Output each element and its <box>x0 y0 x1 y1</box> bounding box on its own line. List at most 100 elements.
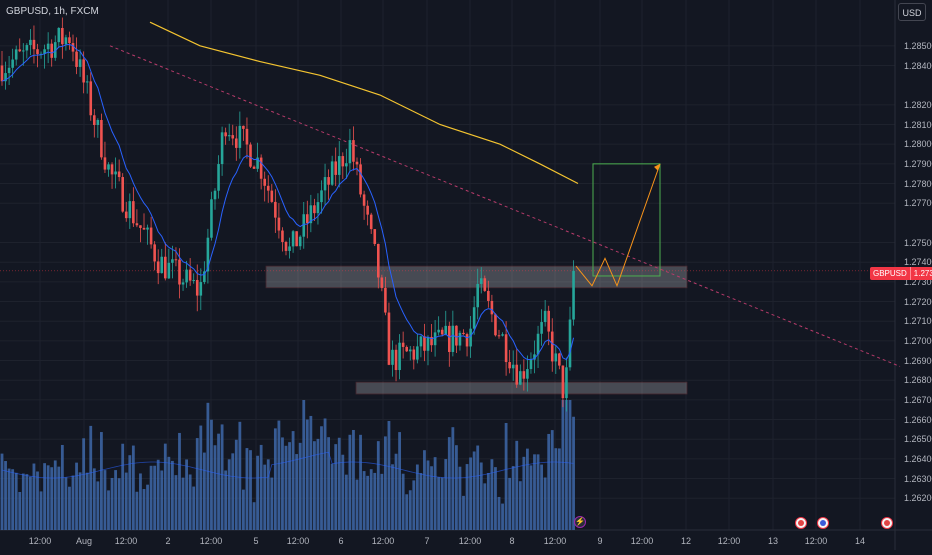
us-flag-icon[interactable] <box>817 517 829 529</box>
volume-bar <box>465 464 469 530</box>
volume-bar <box>110 477 114 530</box>
volume-bar <box>483 483 487 530</box>
candle-body <box>291 231 295 247</box>
candle-body <box>394 349 398 371</box>
volume-bar <box>206 402 210 530</box>
time-tick-label: 12:00 <box>458 536 482 546</box>
candle-body <box>93 115 96 125</box>
candle-body <box>78 59 82 67</box>
price-tick-label: 1.27400 <box>904 257 932 268</box>
volume-bar <box>291 431 295 530</box>
volume-bar <box>32 463 36 530</box>
volume-bar <box>29 476 32 530</box>
volume-bar <box>213 445 217 530</box>
candle-body <box>238 125 242 148</box>
volume-bar <box>536 454 540 530</box>
time-tick-label: 12:00 <box>371 536 395 546</box>
price-tick-label: 1.27300 <box>904 276 932 287</box>
candle-body <box>153 244 156 262</box>
candle-body <box>4 73 7 82</box>
volume-bar <box>387 420 391 530</box>
volume-bar <box>547 433 551 530</box>
volume-bar <box>266 459 270 530</box>
symbol-title[interactable]: GBPUSD, 1h, FXCM <box>6 6 99 17</box>
volume-bar <box>384 436 387 530</box>
candle-body <box>536 333 540 355</box>
volume-bar <box>426 460 430 530</box>
target-box <box>592 163 661 277</box>
candle-body <box>50 43 53 58</box>
volume-bar <box>107 490 110 530</box>
volume-bar <box>281 437 284 530</box>
volume-bar <box>405 494 409 530</box>
candle-body <box>504 334 508 363</box>
projection-arrowhead <box>654 163 660 171</box>
currency-button[interactable]: USD <box>898 3 926 21</box>
volume-bar <box>501 503 504 530</box>
candle-body <box>85 81 89 83</box>
candle-body <box>398 342 401 371</box>
volume-bar <box>543 477 547 530</box>
volume-bar <box>160 470 164 530</box>
candle-body <box>132 201 135 224</box>
volume-bar <box>327 437 330 530</box>
volume-bar <box>288 442 291 530</box>
price-tick-label: 1.27500 <box>904 237 932 248</box>
volume-bar <box>494 467 497 530</box>
time-tick-label: Aug <box>75 536 93 546</box>
volume-bar <box>114 470 117 530</box>
uk-flag-icon[interactable] <box>881 517 893 529</box>
volume-bar <box>57 466 61 530</box>
price-tick-label: 1.28200 <box>904 99 932 110</box>
volume-bar <box>455 445 458 530</box>
volume-bar <box>430 466 433 530</box>
candle-body <box>217 164 220 191</box>
candle-body <box>377 243 380 278</box>
volume-bar <box>217 433 220 530</box>
candle-body <box>107 164 110 170</box>
volume-bar <box>139 473 142 530</box>
time-tick-label: 12:00 <box>804 536 828 546</box>
volume-bar <box>75 462 78 530</box>
volume-bar <box>298 442 302 530</box>
candle-body <box>57 27 61 43</box>
volume-bar <box>11 469 15 530</box>
volume-bar <box>0 453 4 530</box>
volume-bar <box>309 415 313 530</box>
candle-body <box>220 132 224 165</box>
volume-bar <box>330 463 334 530</box>
candle-body <box>515 364 519 385</box>
candle-body <box>487 290 490 301</box>
candle-body <box>309 205 313 224</box>
candle-body <box>426 336 430 351</box>
volume-bar <box>227 459 231 530</box>
candle-body <box>408 349 412 352</box>
candle-body <box>558 353 561 366</box>
candle-body <box>508 362 511 369</box>
volume-bar <box>419 473 423 530</box>
lightning-icon[interactable]: ⚡ <box>574 516 586 528</box>
candle-body <box>529 359 533 370</box>
volume-bar <box>472 451 476 530</box>
volume-bar <box>167 456 171 530</box>
candle-body <box>227 135 231 137</box>
candle-body <box>302 214 306 237</box>
candle-body <box>387 312 391 365</box>
volume-bar <box>64 477 68 530</box>
candle-body <box>288 246 291 251</box>
candle-body <box>561 365 565 399</box>
volume-bar <box>256 455 259 530</box>
candle-body <box>476 283 479 308</box>
uk-flag-icon[interactable] <box>795 517 807 529</box>
volume-bar <box>242 489 245 530</box>
volume-bar <box>504 422 508 530</box>
volume-bar <box>391 464 394 530</box>
volume-bar <box>224 470 228 530</box>
volume-bar <box>529 465 533 530</box>
volume-bar <box>178 432 181 530</box>
candle-body <box>444 325 448 335</box>
candle-body <box>490 300 494 315</box>
last-price-value: 1.27356 <box>909 267 932 280</box>
